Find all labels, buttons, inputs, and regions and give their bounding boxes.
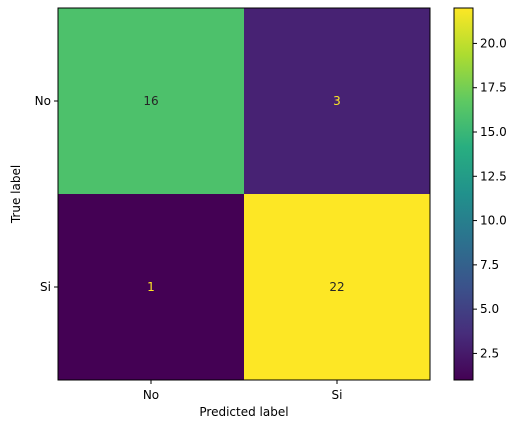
cell-value-label: 3 xyxy=(333,94,341,108)
matrix-cell xyxy=(244,8,431,195)
colorbar-tick-label: 20.0 xyxy=(480,36,507,50)
cell-value-label: 22 xyxy=(329,280,344,294)
x-tick-label: No xyxy=(143,388,159,402)
y-axis-ticks: No Si xyxy=(35,94,58,294)
matrix-cells xyxy=(58,8,431,381)
colorbar-tick-label: 10.0 xyxy=(480,214,507,228)
cell-value-label: 1 xyxy=(147,280,155,294)
y-tick-label: No xyxy=(35,94,51,108)
colorbar-ticks: 2.5 5.0 7.5 10.0 12.5 15.0 17.5 20.0 xyxy=(473,36,507,360)
colorbar-tick-label: 2.5 xyxy=(480,346,499,360)
y-axis-label: True label xyxy=(9,165,23,224)
plot-frame xyxy=(57,7,431,381)
colorbar xyxy=(454,8,473,380)
matrix-cell xyxy=(58,8,245,195)
x-axis-label: Predicted label xyxy=(199,405,288,419)
matrix-cell xyxy=(244,194,431,381)
colorbar-tick-label: 12.5 xyxy=(480,169,507,183)
colorbar-tick-label: 5.0 xyxy=(480,302,499,316)
y-tick-label: Si xyxy=(40,280,51,294)
x-axis-ticks: No Si xyxy=(143,380,343,402)
cell-value-label: 16 xyxy=(143,94,158,108)
x-tick-label: Si xyxy=(332,388,343,402)
colorbar-tick-label: 15.0 xyxy=(480,125,507,139)
colorbar-frame xyxy=(453,7,474,381)
colorbar-tick-label: 17.5 xyxy=(480,81,507,95)
matrix-cell xyxy=(58,194,245,381)
matrix-cell-labels: 16 3 1 22 xyxy=(143,94,344,294)
colorbar-tick-label: 7.5 xyxy=(480,258,499,272)
